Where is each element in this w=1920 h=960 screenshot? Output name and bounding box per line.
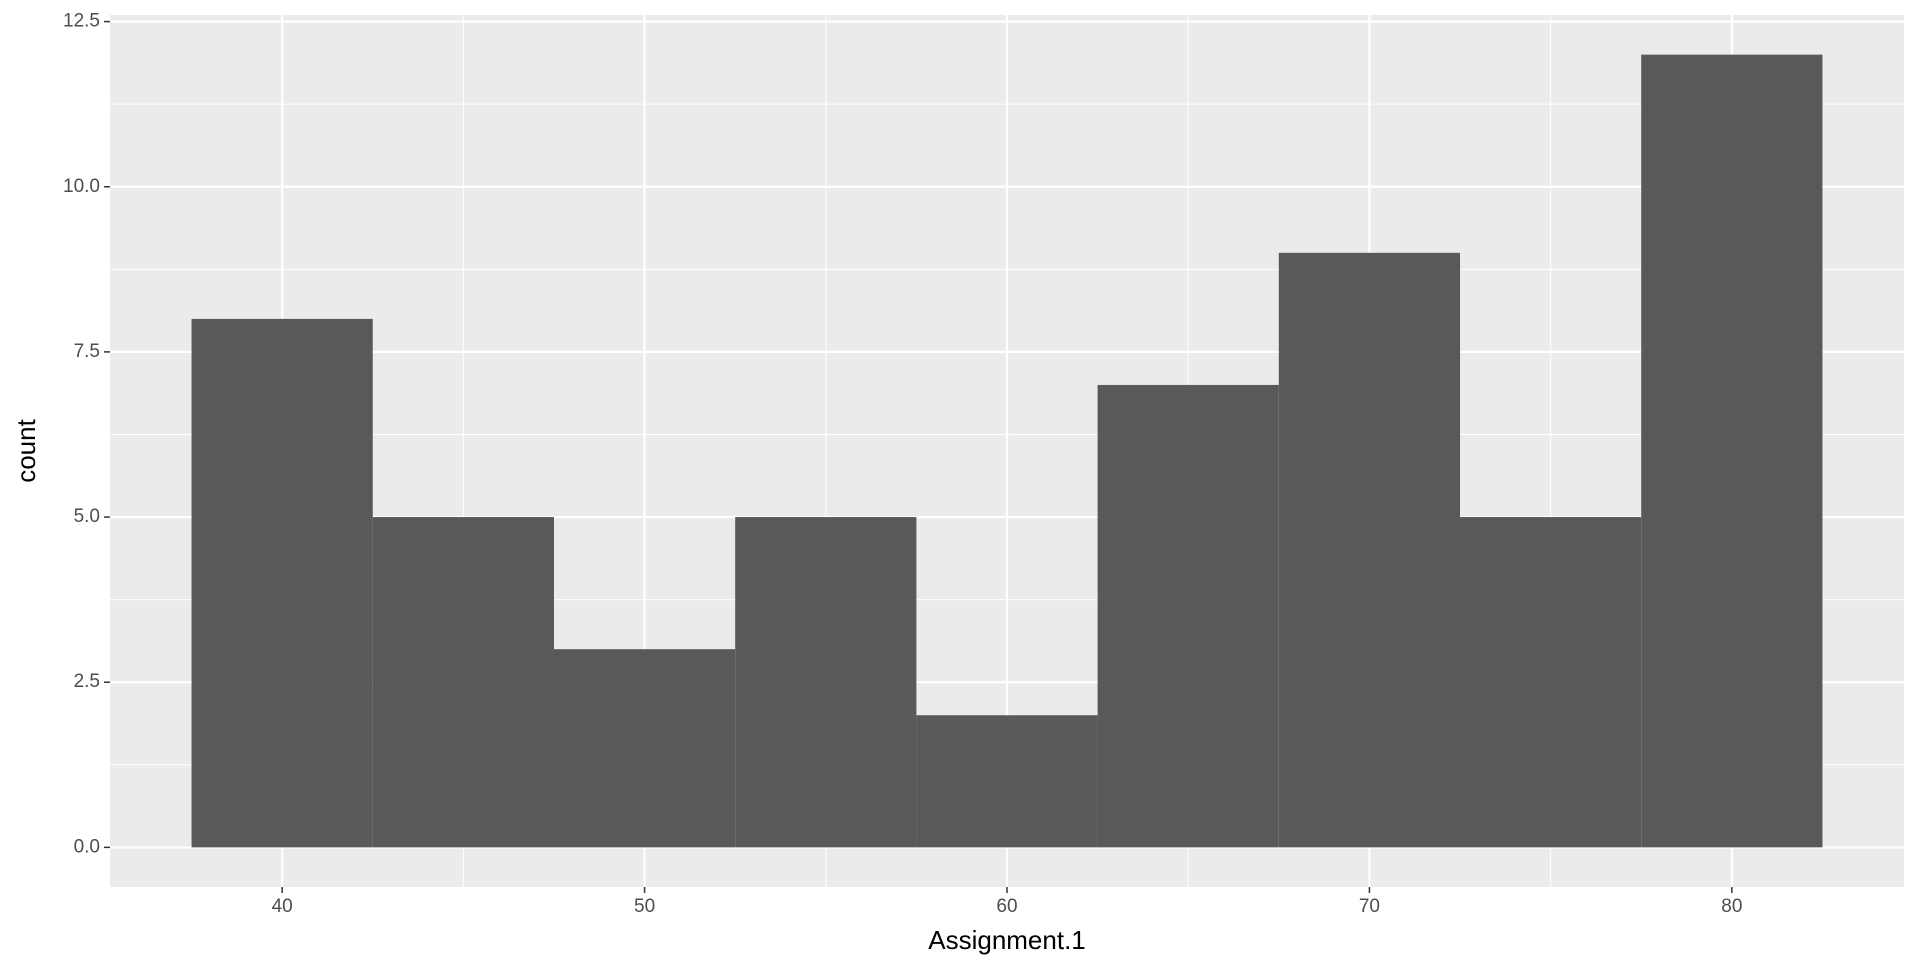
x-axis-title: Assignment.1 bbox=[928, 925, 1086, 955]
bar bbox=[916, 715, 1098, 848]
bar bbox=[1278, 252, 1461, 848]
y-tick-label: 12.5 bbox=[63, 11, 100, 32]
y-tick-label: 2.5 bbox=[74, 671, 100, 692]
y-axis-title: count bbox=[11, 418, 41, 482]
bar bbox=[1460, 517, 1642, 848]
bar bbox=[735, 517, 917, 848]
x-tick-label: 80 bbox=[1721, 896, 1742, 917]
x-tick-label: 60 bbox=[996, 896, 1017, 917]
bar bbox=[191, 318, 373, 848]
x-tick-label: 40 bbox=[272, 896, 293, 917]
y-tick-label: 5.0 bbox=[74, 506, 100, 527]
x-tick-label: 50 bbox=[634, 896, 655, 917]
bar bbox=[1641, 54, 1823, 848]
y-tick-label: 10.0 bbox=[63, 176, 100, 197]
y-tick-label: 7.5 bbox=[74, 341, 100, 362]
bar bbox=[553, 649, 736, 848]
bar bbox=[1097, 384, 1279, 848]
y-tick-label: 0.0 bbox=[74, 836, 100, 857]
x-tick-label: 70 bbox=[1359, 896, 1380, 917]
bar bbox=[372, 517, 554, 848]
